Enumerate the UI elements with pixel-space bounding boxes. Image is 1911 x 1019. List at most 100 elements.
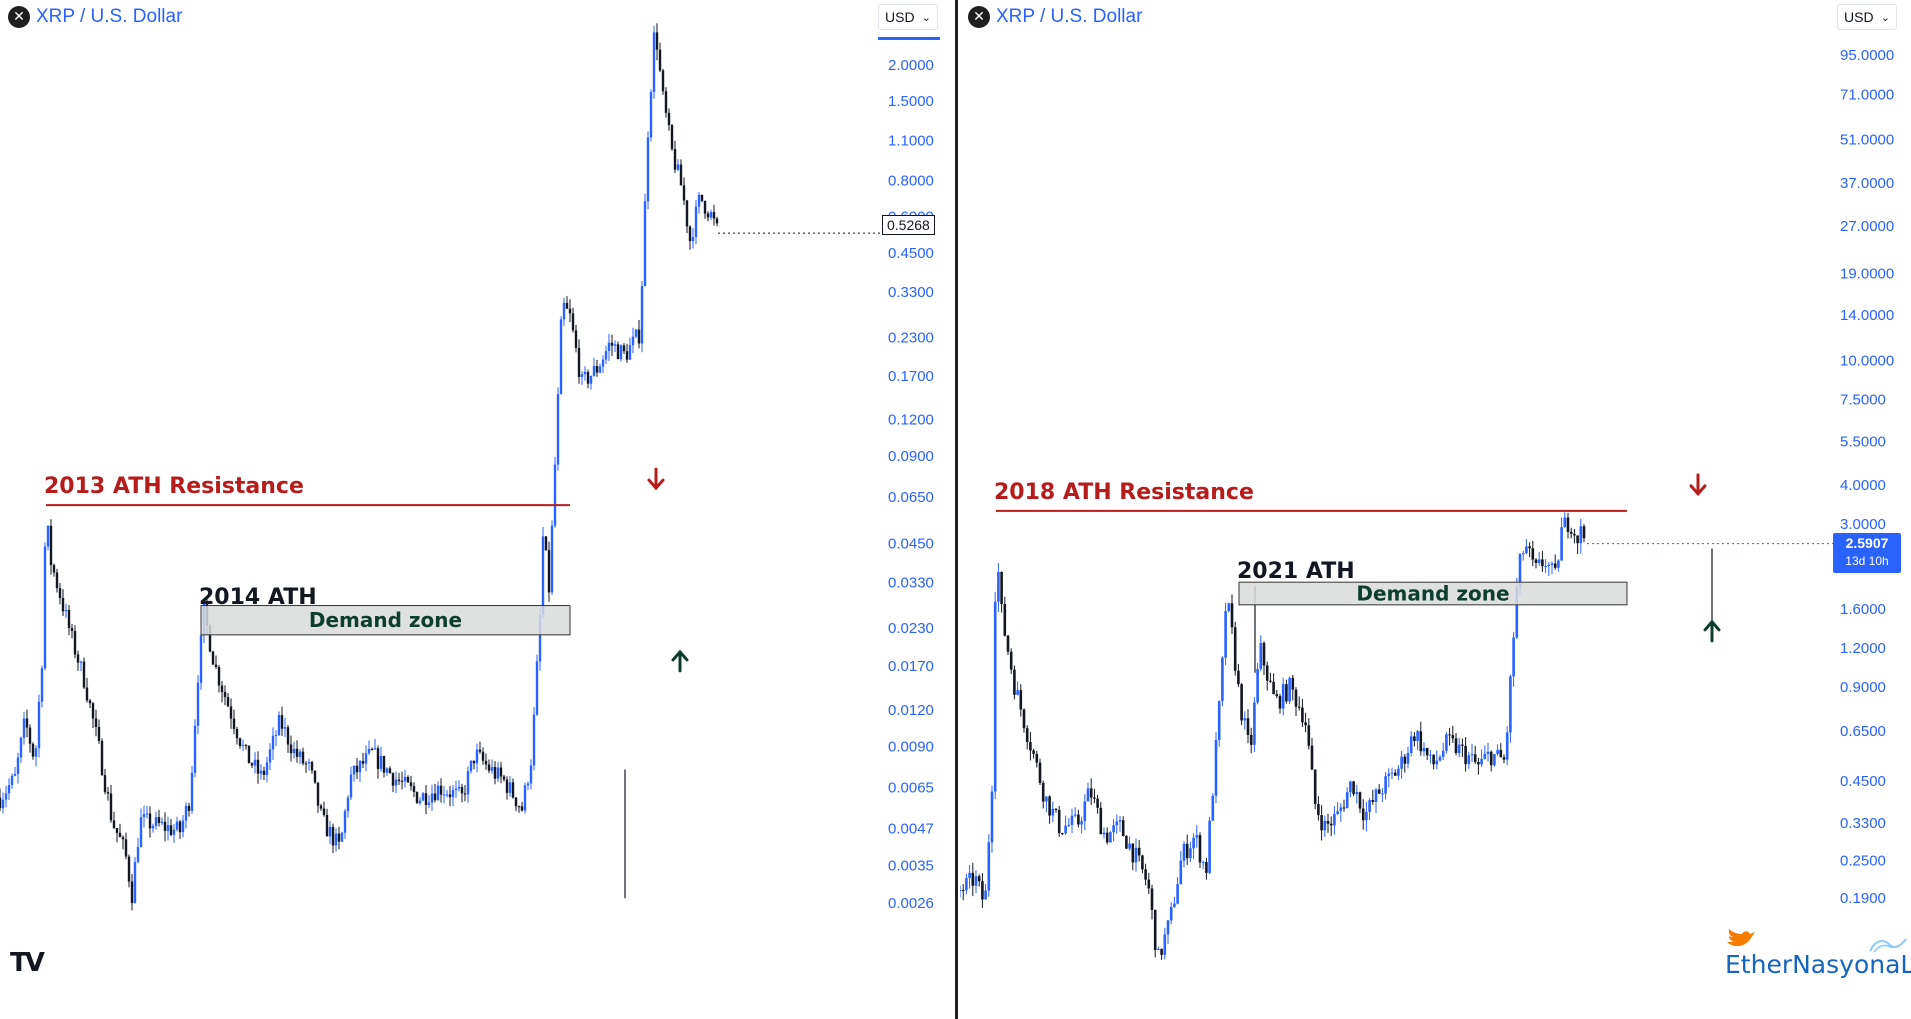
left-symbol-header[interactable]: ✕ XRP / U.S. Dollar	[8, 4, 182, 30]
candle-body	[556, 394, 560, 465]
candle-body	[1208, 820, 1211, 873]
candle-body	[685, 200, 689, 227]
candle-body	[439, 785, 443, 795]
candle-body	[1013, 669, 1016, 695]
right-last-price-value: 2.5907	[1845, 535, 1889, 551]
candle-body	[993, 601, 997, 792]
candle-body	[337, 833, 341, 842]
y-tick-label: 1.2000	[1840, 640, 1886, 657]
candle-body	[157, 817, 161, 824]
y-tick-label: 0.8000	[888, 172, 934, 189]
candle-body	[361, 761, 365, 764]
candle-body	[703, 201, 707, 214]
candle-body	[352, 765, 356, 775]
right-symbol-title[interactable]: XRP / U.S. Dollar	[996, 6, 1143, 27]
candle-body	[577, 347, 581, 377]
y-tick-label: 5.5000	[1840, 434, 1886, 451]
y-tick-label: 1.1000	[888, 132, 934, 149]
candle-body	[637, 329, 641, 344]
candle-body	[163, 821, 167, 831]
left-currency-select[interactable]: USD ⌄	[878, 4, 938, 30]
candle-body	[268, 749, 272, 763]
candle-body	[1137, 847, 1141, 856]
candle-body	[478, 749, 482, 752]
candle-body	[1521, 553, 1525, 555]
candle-body	[661, 70, 665, 92]
y-tick-label: 0.0230	[888, 620, 934, 637]
candle-body	[193, 725, 197, 773]
left-chart-panel[interactable]: 2.00001.50001.10000.80000.60000.45000.33…	[0, 0, 955, 1019]
chevron-down-icon: ⌄	[921, 11, 931, 24]
candle-body	[616, 344, 620, 360]
right-currency-select[interactable]: USD ⌄	[1837, 4, 1897, 30]
candle-body	[325, 814, 329, 837]
left-symbol-title[interactable]: XRP / U.S. Dollar	[36, 6, 183, 27]
candle-body	[1256, 669, 1259, 703]
y-tick-label: 0.2300	[888, 330, 934, 347]
candle-body	[1393, 772, 1397, 776]
candle-body	[373, 748, 377, 750]
candle-body	[382, 755, 386, 773]
candle-body	[1496, 749, 1499, 755]
candle-body	[301, 751, 305, 764]
candle-body	[271, 735, 275, 750]
candle-body	[1563, 517, 1567, 528]
candle-body	[971, 872, 975, 886]
candle-body	[175, 821, 179, 830]
candle-body	[1541, 559, 1544, 567]
candle-body	[1381, 793, 1384, 795]
candle-body	[379, 755, 383, 769]
candle-body	[1080, 821, 1083, 825]
candle-body	[214, 664, 218, 668]
candle-body	[82, 661, 86, 688]
candle-body	[1377, 789, 1381, 794]
candle-body	[106, 792, 110, 794]
candle-body	[1109, 832, 1112, 843]
right-chart-panel[interactable]: 95.0000 71.0000 51.0000 37.0000 27.0000 19.00…	[960, 0, 1911, 1019]
candle-body	[1189, 848, 1192, 859]
tradingview-logo-icon[interactable]: 𝗧𝗩	[10, 948, 45, 978]
candle-body	[496, 767, 500, 779]
candle-body	[670, 125, 674, 150]
candle-body	[1400, 756, 1403, 769]
candle-body	[88, 700, 92, 704]
candle-body	[1003, 604, 1007, 636]
candle-body	[598, 366, 602, 373]
candle-body	[445, 794, 449, 796]
candle-body	[1547, 564, 1551, 567]
candle-body	[472, 760, 476, 764]
candle-body	[247, 745, 251, 764]
candle-body	[262, 770, 266, 775]
candle-body	[586, 371, 590, 384]
candle-body	[1333, 814, 1336, 826]
panel-divider[interactable]	[955, 0, 958, 1019]
candle-body	[313, 770, 317, 783]
bar-countdown: 13d 10h	[1845, 554, 1889, 568]
y-tick-label: 37.0000	[1840, 175, 1894, 192]
xrp-logo-icon: ✕	[8, 6, 30, 28]
left-chart-svg[interactable]: 2.00001.50001.10000.80000.60000.45000.33…	[0, 0, 955, 1019]
candle-body	[1512, 637, 1515, 677]
candle-body	[1230, 603, 1234, 628]
right-chart-svg[interactable]: 95.0000 71.0000 51.0000 37.0000 27.0000 19.00…	[960, 0, 1911, 1019]
candle-body	[694, 206, 698, 238]
candle-body	[961, 889, 965, 891]
candle-body	[1217, 701, 1221, 740]
candle-body	[415, 792, 419, 804]
candle-body	[160, 821, 164, 824]
candle-body	[1035, 753, 1039, 763]
right-symbol-header[interactable]: ✕ XRP / U.S. Dollar	[968, 4, 1142, 30]
candle-body	[154, 817, 158, 826]
candle-body	[232, 718, 236, 729]
candle-body	[265, 762, 269, 775]
candle-body	[1086, 788, 1090, 802]
candle-body	[559, 319, 563, 395]
candle-body	[73, 630, 77, 655]
candle-body	[7, 785, 11, 794]
y-tick-label: 0.3300	[888, 284, 934, 301]
candle-body	[1317, 803, 1320, 816]
candle-body	[208, 625, 212, 652]
candle-body	[1278, 696, 1282, 709]
candle-body	[595, 366, 599, 373]
candle-body	[1022, 709, 1026, 729]
